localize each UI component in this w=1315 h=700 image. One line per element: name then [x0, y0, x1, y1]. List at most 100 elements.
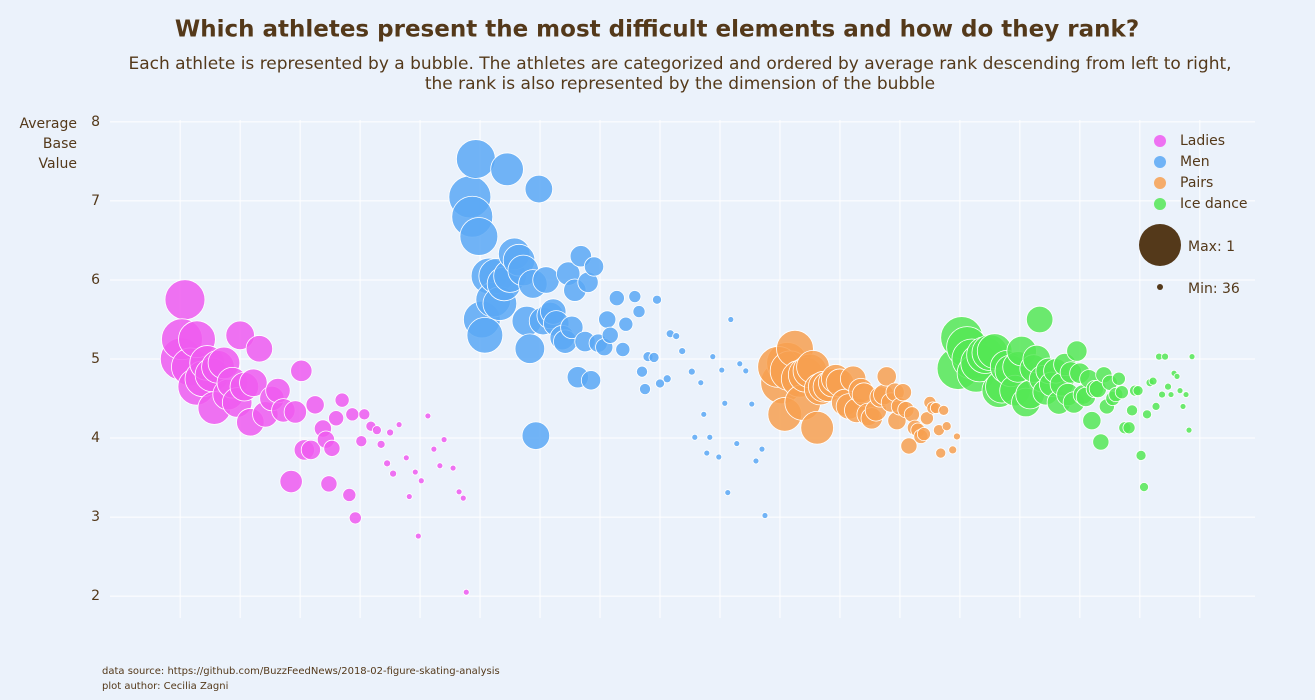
bubble [560, 315, 584, 340]
bubble [521, 421, 551, 450]
bubble [1142, 409, 1152, 420]
bubble [449, 464, 457, 472]
bubble [283, 400, 307, 424]
bubble [718, 366, 726, 374]
size-legend-marker [1139, 224, 1181, 266]
bubble [919, 411, 934, 426]
bubble [700, 410, 708, 418]
y-tick-label: 5 [91, 351, 100, 367]
legend: Ladies Men Pairs Ice dance Max: 1 Min: 36 [1139, 133, 1248, 297]
bubble [459, 494, 467, 502]
bubble [727, 316, 735, 323]
bubble [402, 454, 410, 462]
bubble [678, 347, 687, 356]
bubble [935, 447, 947, 459]
bubble [1135, 449, 1147, 461]
bubble [608, 290, 625, 307]
bubble [395, 421, 403, 429]
size-legend-label: Min: 36 [1188, 281, 1240, 297]
legend-label: Ice dance [1180, 196, 1248, 212]
bubble [583, 256, 605, 277]
y-tick-label: 6 [91, 272, 100, 288]
bubble [345, 407, 360, 422]
bubble [1188, 353, 1196, 361]
bubble [371, 425, 382, 436]
bubble [1066, 340, 1088, 362]
bubble [598, 310, 617, 329]
bubble [758, 445, 766, 453]
bubble [876, 366, 897, 387]
bubble [742, 367, 750, 375]
bubble [652, 294, 662, 305]
bubble [1158, 390, 1166, 399]
bubble [1114, 385, 1129, 400]
bubble [348, 511, 362, 525]
bubble [358, 408, 371, 421]
bubble [1092, 433, 1110, 451]
bubble [715, 453, 723, 461]
bubble [532, 266, 560, 294]
bubble [697, 379, 705, 387]
bubble [952, 432, 961, 441]
chart-subtitle: Each athlete is represented by a bubble.… [128, 54, 1231, 74]
bubble [490, 152, 524, 187]
bubble [1179, 403, 1187, 410]
bubble [245, 335, 274, 363]
y-tick-label: 4 [91, 430, 100, 446]
bubble [724, 489, 732, 496]
bubble [615, 341, 631, 358]
bubble [290, 359, 313, 382]
bubble [938, 404, 950, 416]
bubble [903, 406, 920, 423]
bubble [440, 436, 448, 444]
bubble [1185, 426, 1193, 434]
bubble [383, 459, 392, 468]
bubble [721, 399, 729, 407]
bubble [748, 400, 756, 408]
bubble [1126, 404, 1139, 417]
bubble [386, 428, 395, 437]
bubble [1082, 411, 1102, 431]
bubble [462, 588, 470, 596]
bubble [430, 445, 438, 453]
legend-marker [1154, 156, 1166, 168]
bubble [687, 367, 696, 376]
bubble [655, 378, 665, 389]
bubble [459, 217, 499, 256]
bubble [1176, 387, 1184, 395]
bubble [514, 333, 546, 364]
legend-label: Men [1180, 154, 1210, 170]
bubble [305, 395, 325, 415]
bubble [893, 383, 912, 402]
bubble [424, 412, 432, 420]
bubble [1182, 391, 1190, 398]
bubble [736, 360, 744, 368]
bubble [455, 488, 463, 496]
bubble [164, 279, 206, 321]
y-tick-label: 2 [91, 588, 100, 604]
bubble [648, 351, 660, 363]
bubble [279, 469, 303, 494]
chart-title: Which athletes present the most difficul… [175, 17, 1139, 43]
bubble [436, 462, 444, 470]
bubble [417, 477, 425, 485]
author-note: plot author: Cecilia Zagni [102, 681, 228, 692]
bubble [1122, 421, 1136, 435]
bubble [320, 475, 338, 493]
bubble [1148, 376, 1158, 386]
bubble [1167, 391, 1175, 398]
bubble [706, 433, 714, 441]
bubble [752, 457, 760, 465]
bubbles [159, 139, 1196, 596]
bubble [1164, 382, 1172, 391]
bubble [662, 374, 672, 384]
bubble [800, 410, 834, 445]
bubble [300, 439, 322, 460]
legend-label: Ladies [1180, 133, 1225, 149]
bubble [948, 445, 958, 455]
bubble [761, 512, 769, 519]
bubble [632, 305, 646, 319]
bubble [1161, 352, 1169, 361]
bubble [709, 353, 717, 361]
